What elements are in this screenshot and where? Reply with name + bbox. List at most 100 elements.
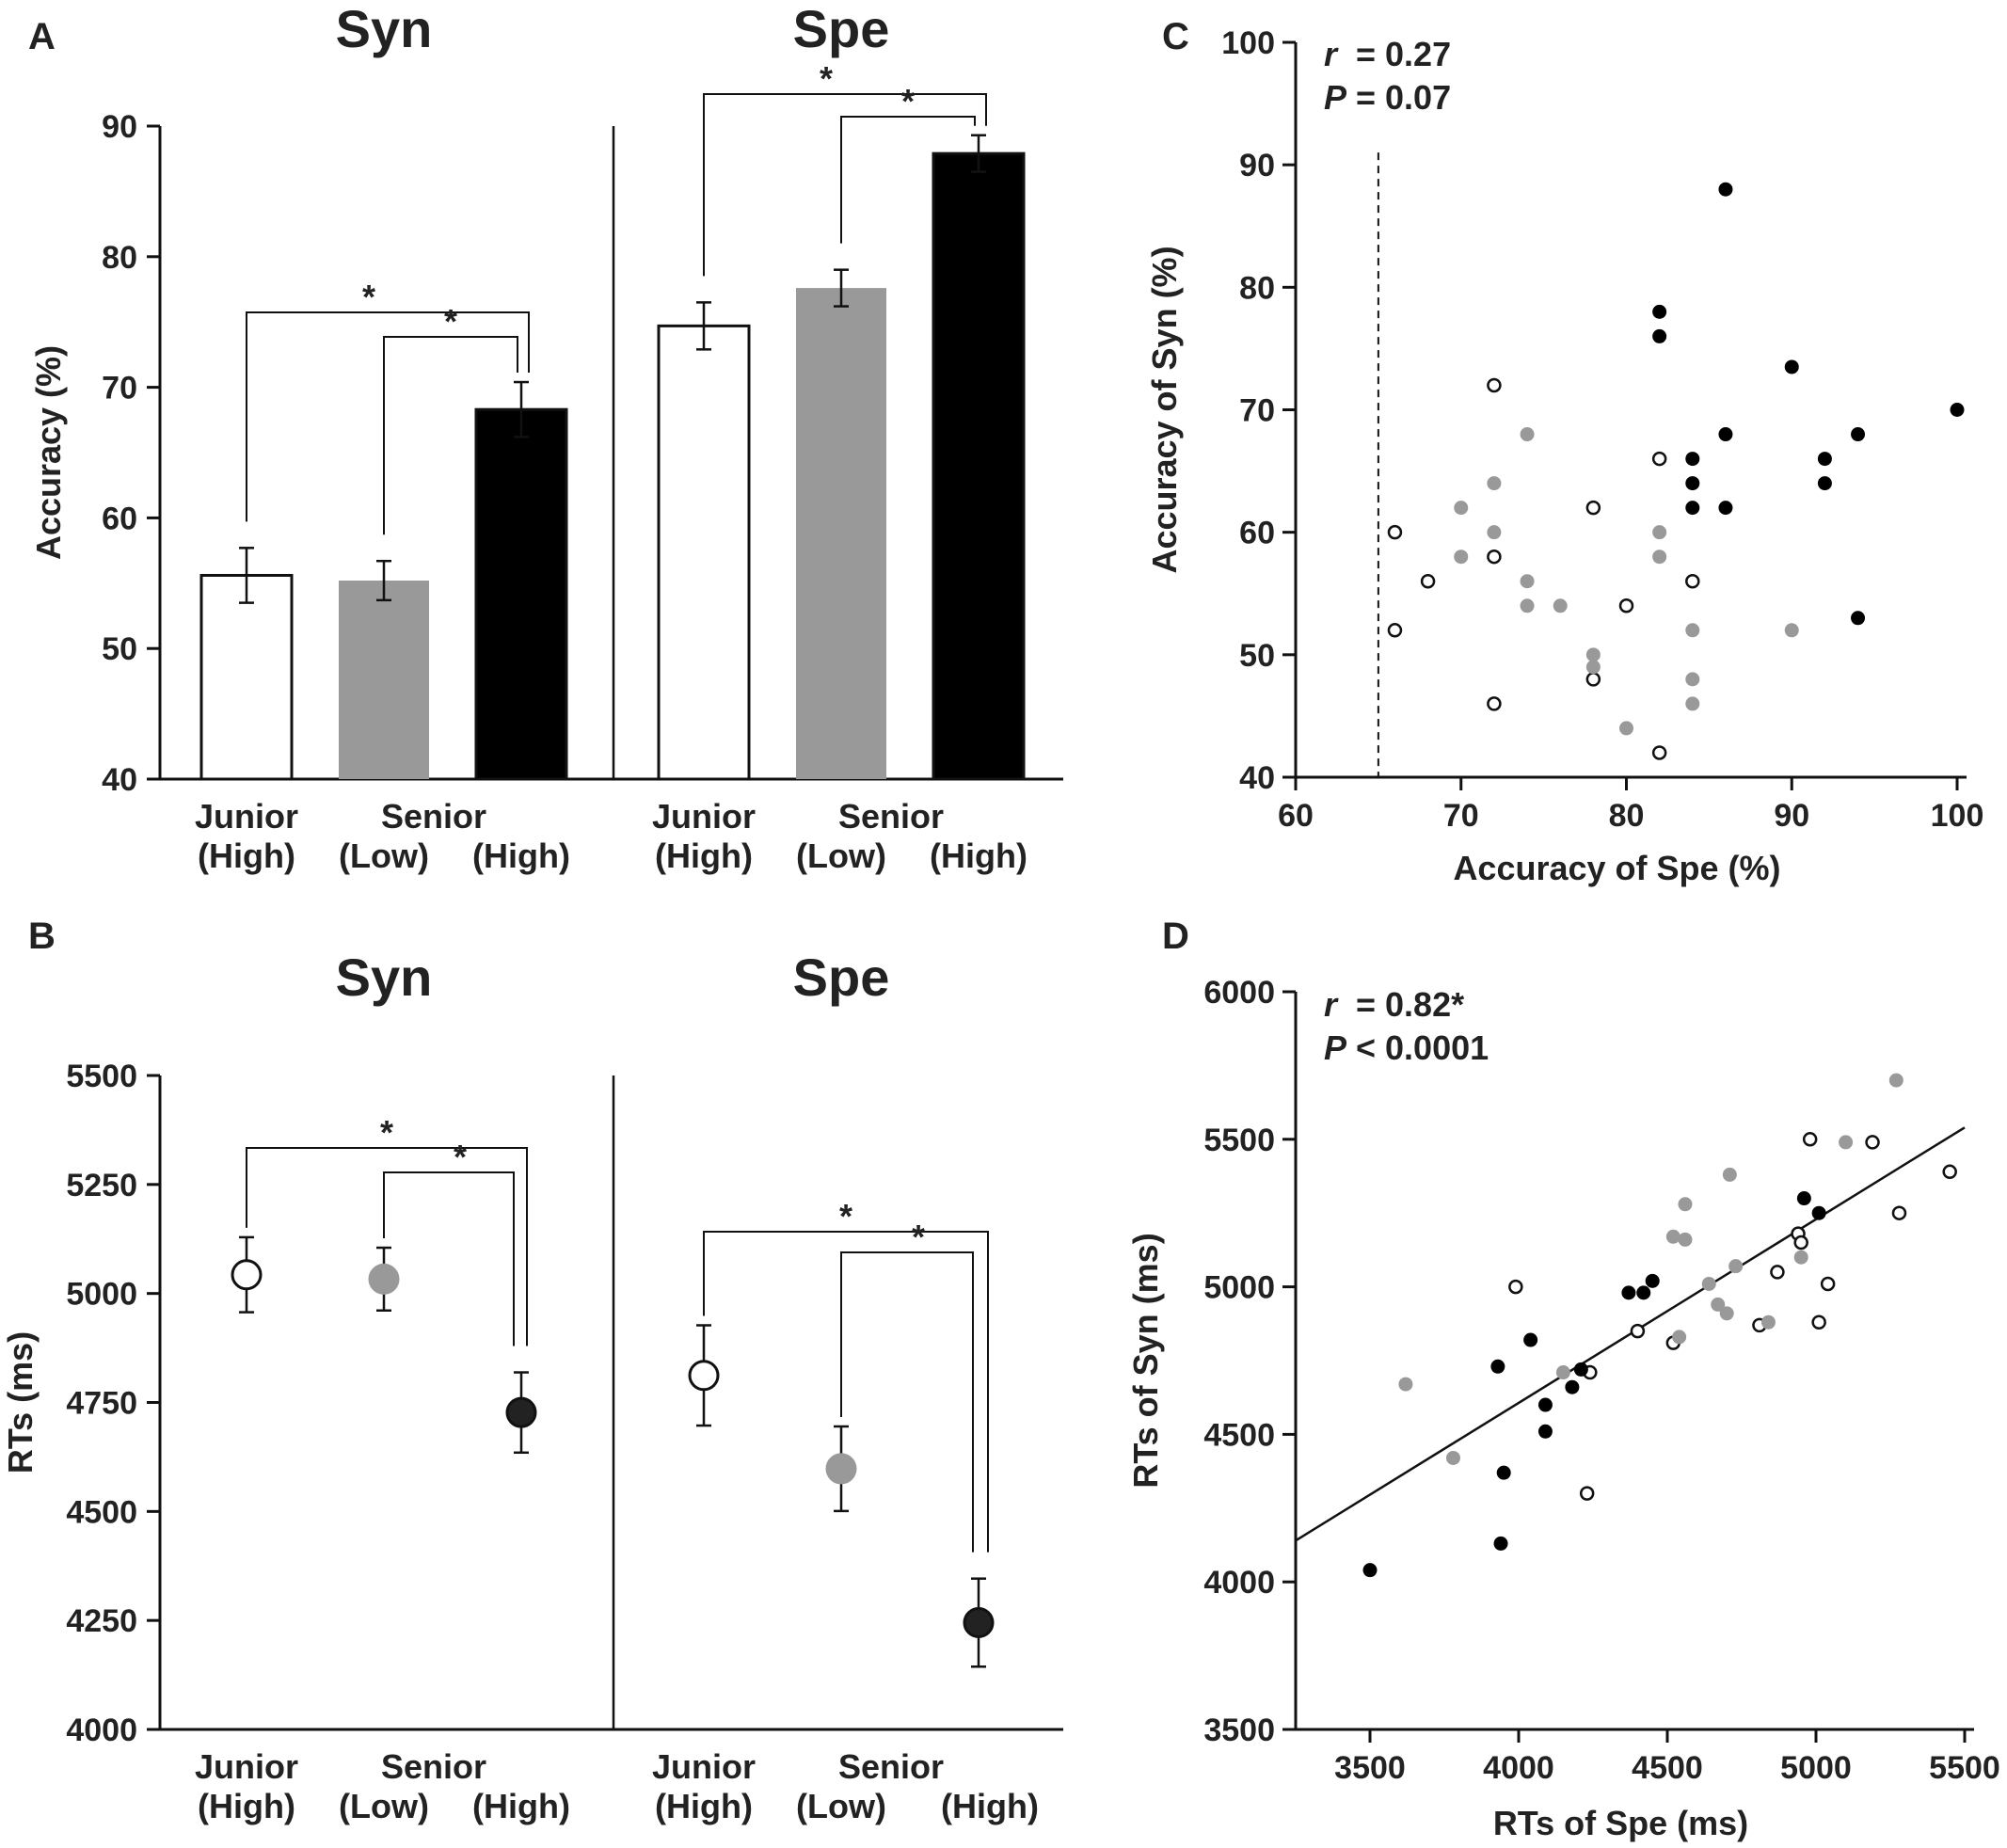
stat-p-symbol: P	[1324, 1028, 1347, 1067]
y-tick-label: 80	[1239, 270, 1275, 306]
significance-bracket	[246, 311, 530, 522]
category-label: Senior	[381, 797, 486, 836]
bar-syn-senior-high	[474, 407, 568, 781]
data-point-senior-low	[1585, 647, 1601, 662]
data-point-junior-high	[1420, 573, 1436, 589]
data-point-junior-high	[1585, 672, 1601, 687]
data-point-senior-high	[1490, 1359, 1505, 1374]
data-point-junior-high	[1579, 1486, 1595, 1501]
y-tick-label: 6000	[1203, 975, 1275, 1011]
y-tick-label: 4000	[1203, 1565, 1275, 1601]
significance-bracket	[703, 1231, 989, 1553]
data-point-senior-high	[1573, 1362, 1588, 1377]
category-label: (Low)	[796, 1787, 886, 1825]
data-point-junior-high	[1387, 524, 1403, 540]
panel-letter-c: C	[1162, 16, 1189, 57]
stat-p-symbol: P	[1324, 78, 1347, 117]
data-point-junior-high	[1487, 696, 1502, 711]
data-point-senior-low	[1719, 1306, 1734, 1321]
y-axis-label: Accuracy (%)	[29, 345, 68, 560]
panel-d-chart: 3500 4000 4500 5000 5500 6000 3500 4000 4500 5000…	[1126, 975, 2000, 1842]
bar-spe-junior-high	[657, 324, 751, 781]
y-tick-label: 100	[1221, 25, 1275, 61]
x-tick-label: 60	[1278, 798, 1314, 834]
data-point-senior-low	[1685, 696, 1700, 711]
data-point-junior-high	[1865, 1135, 1880, 1150]
y-tick-label: 60	[102, 501, 137, 536]
data-point-senior-high	[1796, 1191, 1811, 1206]
panel-letter-b: B	[28, 916, 56, 957]
category-label: Senior	[838, 1747, 944, 1786]
y-tick-label: 4000	[66, 1713, 137, 1748]
data-point-senior-high	[1950, 403, 1965, 417]
y-axis-label: RTs (ms)	[1, 1331, 40, 1474]
y-tick-label: 40	[1239, 760, 1275, 796]
data-point-senior-low	[1555, 1365, 1570, 1380]
category-label: (High)	[655, 1787, 753, 1825]
category-label: (High)	[655, 836, 753, 875]
stat-p-value: = 0.07	[1356, 78, 1451, 117]
category-label: (Low)	[339, 1787, 429, 1825]
stat-r-value: = 0.82*	[1356, 985, 1464, 1024]
data-point-senior-low	[1685, 623, 1700, 638]
significance-star: *	[912, 1218, 925, 1256]
bar-syn-senior-low	[339, 581, 429, 779]
x-tick-label: 3500	[1334, 1750, 1406, 1786]
panel-c-chart: 40 50 60 70 80 90 100 60 70 80 90 100 Accuracy of Sp…	[1145, 25, 1983, 887]
data-point-junior-high	[1618, 598, 1634, 613]
category-label: Junior	[195, 797, 298, 836]
point-syn-senior-low	[368, 1263, 400, 1295]
data-point-senior-high	[1537, 1424, 1553, 1439]
y-tick-label: 4250	[66, 1603, 137, 1639]
x-tick-label: 70	[1443, 798, 1479, 834]
data-point-senior-low	[1793, 1250, 1808, 1265]
panel-letter-d: D	[1162, 916, 1189, 957]
y-tick-label: 80	[102, 240, 137, 276]
y-tick-label: 40	[102, 762, 137, 798]
category-label: Senior	[838, 797, 944, 836]
x-axis-label: Accuracy of Spe (%)	[1453, 849, 1780, 887]
data-point-junior-high	[1630, 1323, 1646, 1339]
y-tick-label: 4500	[1203, 1417, 1275, 1453]
regression-line	[1295, 1126, 1966, 1542]
data-point-senior-low	[1487, 525, 1502, 540]
data-point-senior-high	[1817, 476, 1832, 491]
y-tick-label: 5000	[1203, 1270, 1275, 1306]
data-point-senior-low	[1701, 1276, 1716, 1291]
data-point-junior-high	[1820, 1276, 1836, 1292]
y-tick-label: 5250	[66, 1168, 137, 1203]
point-syn-junior-high	[231, 1259, 263, 1291]
data-point-junior-high	[1770, 1265, 1785, 1280]
x-tick-label: 4000	[1483, 1750, 1554, 1786]
significance-star: *	[901, 82, 915, 120]
point-spe-senior-high	[963, 1606, 995, 1638]
data-point-senior-high	[1718, 182, 1733, 197]
y-tick-label: 4500	[66, 1494, 137, 1530]
point-spe-junior-high	[688, 1360, 720, 1392]
y-tick-label: 5500	[1203, 1123, 1275, 1158]
data-point-junior-high	[1891, 1205, 1907, 1220]
significance-bracket	[840, 116, 976, 244]
data-point-senior-high	[1537, 1397, 1553, 1412]
x-tick-label: 90	[1774, 798, 1809, 834]
data-point-senior-low	[1445, 1450, 1460, 1465]
data-point-senior-low	[1553, 598, 1568, 613]
point-spe-senior-low	[825, 1453, 857, 1485]
data-point-senior-low	[1728, 1259, 1744, 1274]
category-label: Senior	[381, 1747, 486, 1786]
y-tick-label: 70	[102, 371, 137, 406]
data-point-senior-low	[1839, 1135, 1854, 1150]
y-tick-label: 50	[1239, 638, 1275, 674]
data-point-junior-high	[1508, 1279, 1523, 1295]
data-point-junior-high	[1811, 1314, 1826, 1330]
panel-letter-a: A	[28, 16, 56, 57]
data-point-senior-high	[1362, 1563, 1378, 1578]
data-point-senior-low	[1722, 1167, 1737, 1182]
y-tick-label: 3500	[1203, 1713, 1275, 1748]
data-point-senior-high	[1621, 1285, 1636, 1300]
data-point-senior-high	[1636, 1285, 1651, 1300]
significance-bracket	[383, 336, 518, 535]
stat-r-symbol: r	[1324, 35, 1339, 73]
data-point-senior-low	[1784, 623, 1799, 638]
data-point-senior-low	[1888, 1073, 1903, 1088]
